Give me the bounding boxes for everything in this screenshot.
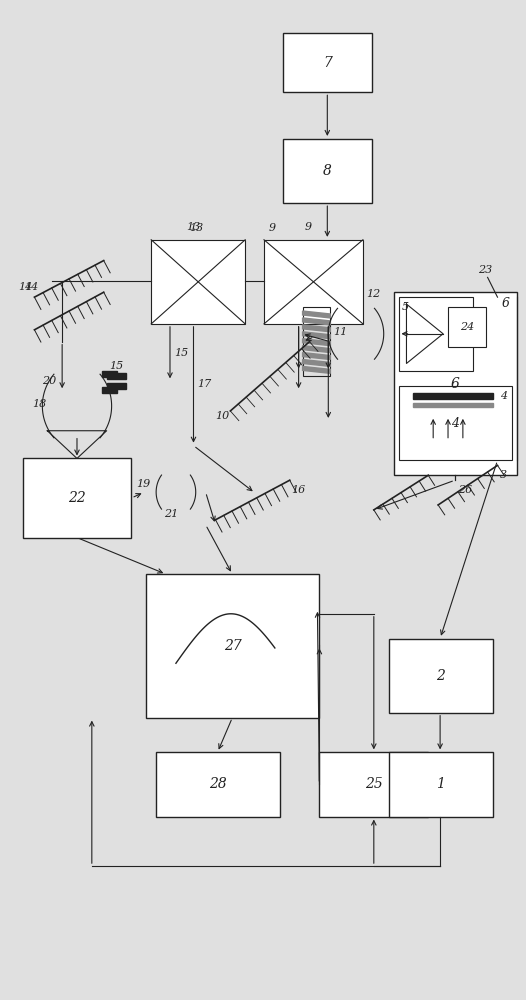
Bar [146,574,319,718]
Text: 9: 9 [268,223,276,233]
Text: 15: 15 [174,348,188,358]
Text: 18: 18 [32,399,46,409]
Text: 24: 24 [460,322,474,332]
Text: 21: 21 [164,509,178,519]
Bar [264,240,363,324]
Text: 13: 13 [189,223,204,233]
Bar [283,33,372,92]
Polygon shape [102,387,117,393]
Bar [393,292,517,475]
Text: 14: 14 [18,282,33,292]
Text: 9: 9 [305,222,312,232]
Text: 4: 4 [451,417,459,430]
Text: 2: 2 [436,669,445,683]
Text: 12: 12 [366,289,380,299]
Text: 1: 1 [436,777,445,791]
Text: 3: 3 [500,470,507,480]
Bar [399,386,512,460]
Text: 20: 20 [43,376,57,386]
Bar [319,752,428,817]
Text: 27: 27 [224,639,242,653]
Text: 13: 13 [186,222,200,232]
Bar [302,307,330,376]
Bar [389,752,492,817]
Text: 5: 5 [401,302,409,312]
Polygon shape [107,373,126,379]
Text: 23: 23 [478,265,492,275]
Bar [399,297,473,371]
Polygon shape [102,371,117,377]
Polygon shape [107,383,126,389]
Bar [448,307,485,347]
Text: 11: 11 [333,327,348,337]
Polygon shape [302,366,330,373]
Text: 28: 28 [209,777,227,791]
Polygon shape [302,325,330,332]
Polygon shape [302,318,330,325]
Text: 6: 6 [451,377,460,391]
Text: 7: 7 [323,56,332,70]
Bar [151,240,245,324]
Text: 14: 14 [25,282,39,292]
Bar [23,458,132,538]
Text: 26: 26 [458,485,472,495]
Polygon shape [413,393,492,399]
Polygon shape [302,311,330,318]
Bar [389,639,492,713]
Bar [283,139,372,203]
Text: 6: 6 [501,297,509,310]
Bar [156,752,280,817]
Text: 22: 22 [68,491,86,505]
Text: 8: 8 [323,164,332,178]
Text: 25: 25 [365,777,383,791]
Text: 15: 15 [109,361,124,371]
Text: 16: 16 [292,485,306,495]
Text: 19: 19 [136,479,150,489]
Polygon shape [413,403,492,407]
Polygon shape [302,346,330,353]
Polygon shape [302,359,330,366]
Polygon shape [302,353,330,359]
Text: 10: 10 [216,411,230,421]
Polygon shape [302,332,330,339]
Polygon shape [302,339,330,346]
Text: 4: 4 [500,391,508,401]
Text: 17: 17 [197,379,211,389]
